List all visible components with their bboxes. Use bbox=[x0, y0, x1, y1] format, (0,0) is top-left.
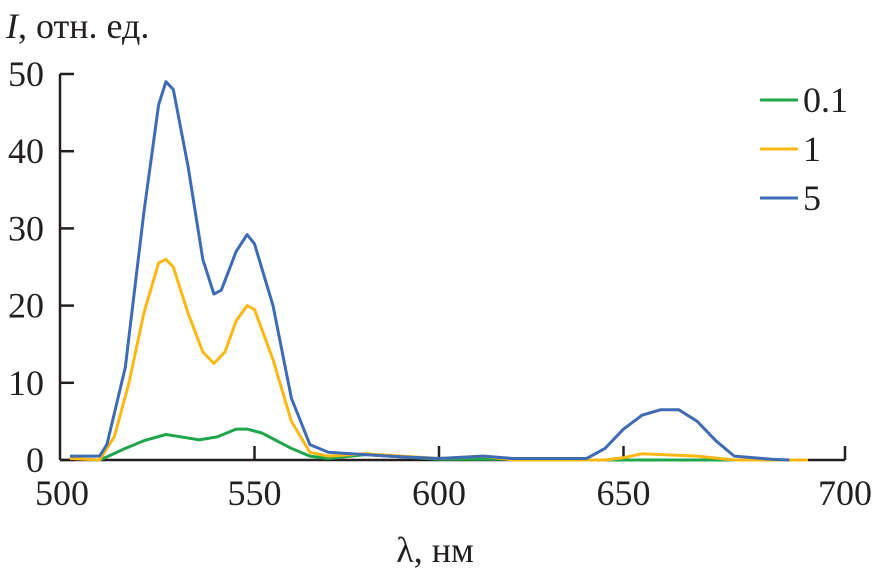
x-axis-label: λ, нм bbox=[396, 530, 474, 570]
series-line-1 bbox=[69, 257, 808, 462]
y-axis-label: I, отн. ед. bbox=[5, 6, 149, 46]
legend-label: 1 bbox=[803, 129, 821, 169]
y-tick-label: 10 bbox=[8, 363, 44, 403]
y-label-units: , отн. ед. bbox=[18, 6, 149, 46]
y-label-symbol: I bbox=[5, 6, 20, 46]
y-tick-label: 50 bbox=[8, 54, 44, 94]
y-tick-label: 30 bbox=[8, 208, 44, 248]
x-tick-label: 700 bbox=[818, 473, 872, 513]
legend-label: 0.1 bbox=[803, 80, 848, 120]
y-tick-label: 40 bbox=[8, 131, 44, 171]
series-line-5 bbox=[70, 80, 790, 462]
legend-label: 5 bbox=[803, 178, 821, 218]
y-tick-label: 20 bbox=[8, 286, 44, 326]
y-tick-label: 0 bbox=[26, 440, 44, 480]
x-tick-label: 550 bbox=[228, 473, 282, 513]
x-tick-label: 650 bbox=[597, 473, 651, 513]
x-tick-label: 600 bbox=[412, 473, 466, 513]
x-tick-label: 500 bbox=[35, 473, 89, 513]
